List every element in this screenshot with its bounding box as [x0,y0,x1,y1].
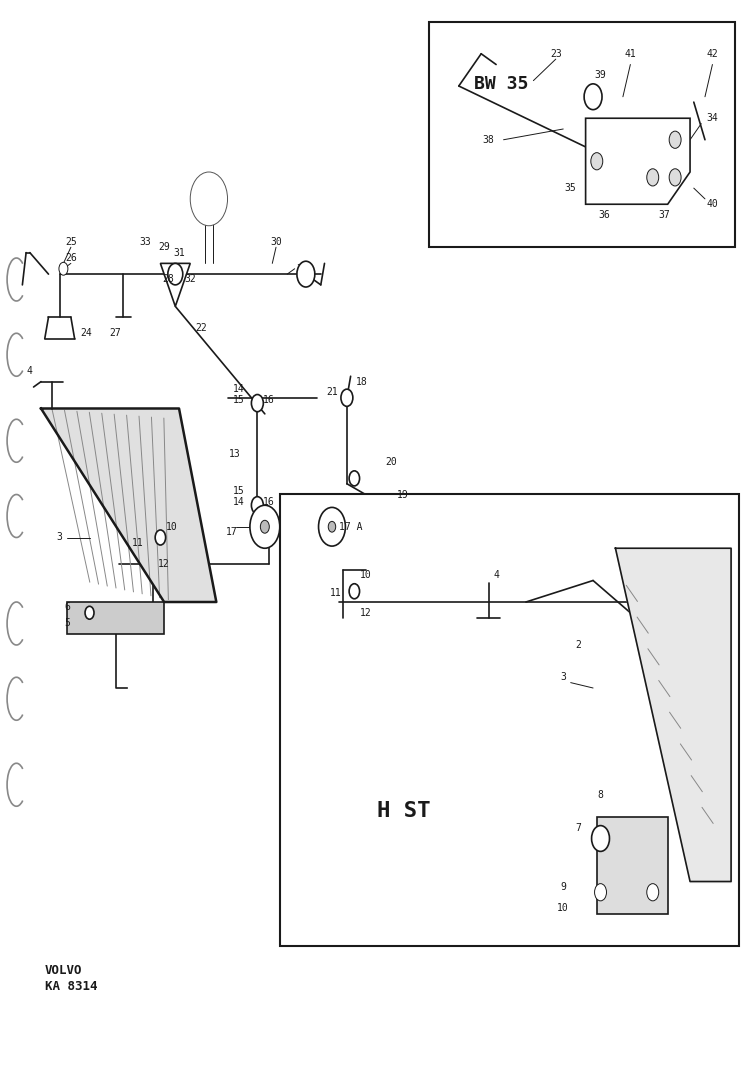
Text: 25: 25 [65,236,77,247]
Circle shape [250,505,280,548]
Text: 16: 16 [263,395,275,405]
Circle shape [260,520,269,533]
Circle shape [349,471,360,486]
Circle shape [595,884,606,901]
Circle shape [297,261,315,287]
Text: VOLVO
KA 8314: VOLVO KA 8314 [45,964,97,992]
Polygon shape [67,602,164,634]
Text: 11: 11 [330,588,342,599]
Text: 33: 33 [140,236,151,247]
Text: 14: 14 [233,497,245,507]
Text: 3: 3 [560,672,566,683]
Text: 19: 19 [397,489,409,500]
Circle shape [669,131,681,148]
Circle shape [584,84,602,110]
Polygon shape [41,408,216,602]
Text: 4: 4 [493,570,499,580]
Circle shape [251,395,263,412]
Text: 20: 20 [386,457,398,468]
Circle shape [647,884,659,901]
Text: 21: 21 [326,387,338,398]
Text: 41: 41 [624,48,636,59]
Polygon shape [615,548,731,882]
Text: 26: 26 [65,253,77,263]
Text: 24: 24 [80,328,92,339]
Circle shape [155,530,166,545]
Text: 4: 4 [27,366,33,376]
Circle shape [592,826,609,851]
Text: 29: 29 [158,242,170,253]
Text: 23: 23 [550,48,562,59]
Text: 34: 34 [706,113,718,124]
Text: 6: 6 [64,602,70,613]
Text: 37: 37 [658,210,670,220]
Text: 27: 27 [110,328,122,339]
Polygon shape [160,263,190,306]
Text: 17 A: 17 A [339,521,363,532]
Circle shape [59,262,68,275]
Polygon shape [597,817,668,914]
Text: 12: 12 [360,607,372,618]
Text: 18: 18 [356,376,368,387]
Text: 38: 38 [483,134,495,145]
Circle shape [251,497,263,514]
Text: H ST: H ST [377,801,430,821]
Circle shape [328,521,336,532]
Text: 10: 10 [557,903,569,914]
Polygon shape [586,118,690,204]
Text: 17: 17 [225,527,237,538]
Text: 8: 8 [598,790,604,801]
Text: 36: 36 [598,210,610,220]
Text: 31: 31 [173,247,185,258]
Text: 9: 9 [560,882,566,892]
Circle shape [669,169,681,186]
Text: 10: 10 [360,570,372,580]
Text: 15: 15 [233,486,245,497]
Circle shape [341,389,353,406]
Circle shape [647,169,659,186]
Text: 14: 14 [233,384,245,395]
Text: 22: 22 [195,322,207,333]
Text: BW 35: BW 35 [474,75,528,94]
Text: 32: 32 [184,274,196,285]
Text: 28: 28 [162,274,174,285]
Text: 40: 40 [706,199,718,210]
Circle shape [190,172,228,226]
Circle shape [168,263,183,285]
Circle shape [595,131,606,148]
Text: 11: 11 [132,538,144,548]
Text: 16: 16 [263,497,275,507]
Text: 30: 30 [270,236,282,247]
Bar [429,22,735,247]
Text: 3: 3 [57,532,63,543]
Text: 15: 15 [233,395,245,405]
Text: 12: 12 [158,559,170,570]
Text: 35: 35 [565,183,577,193]
Circle shape [85,606,94,619]
Text: 7: 7 [575,822,581,833]
Circle shape [349,584,360,599]
Text: 33: 33 [296,263,308,274]
Text: 13: 13 [229,449,241,459]
Circle shape [319,507,345,546]
Text: 2: 2 [575,640,581,650]
Text: 5: 5 [64,618,70,629]
Text: 10: 10 [166,521,178,532]
Text: 39: 39 [595,70,606,81]
Circle shape [591,153,603,170]
Text: 42: 42 [706,48,718,59]
Bar [280,494,739,946]
